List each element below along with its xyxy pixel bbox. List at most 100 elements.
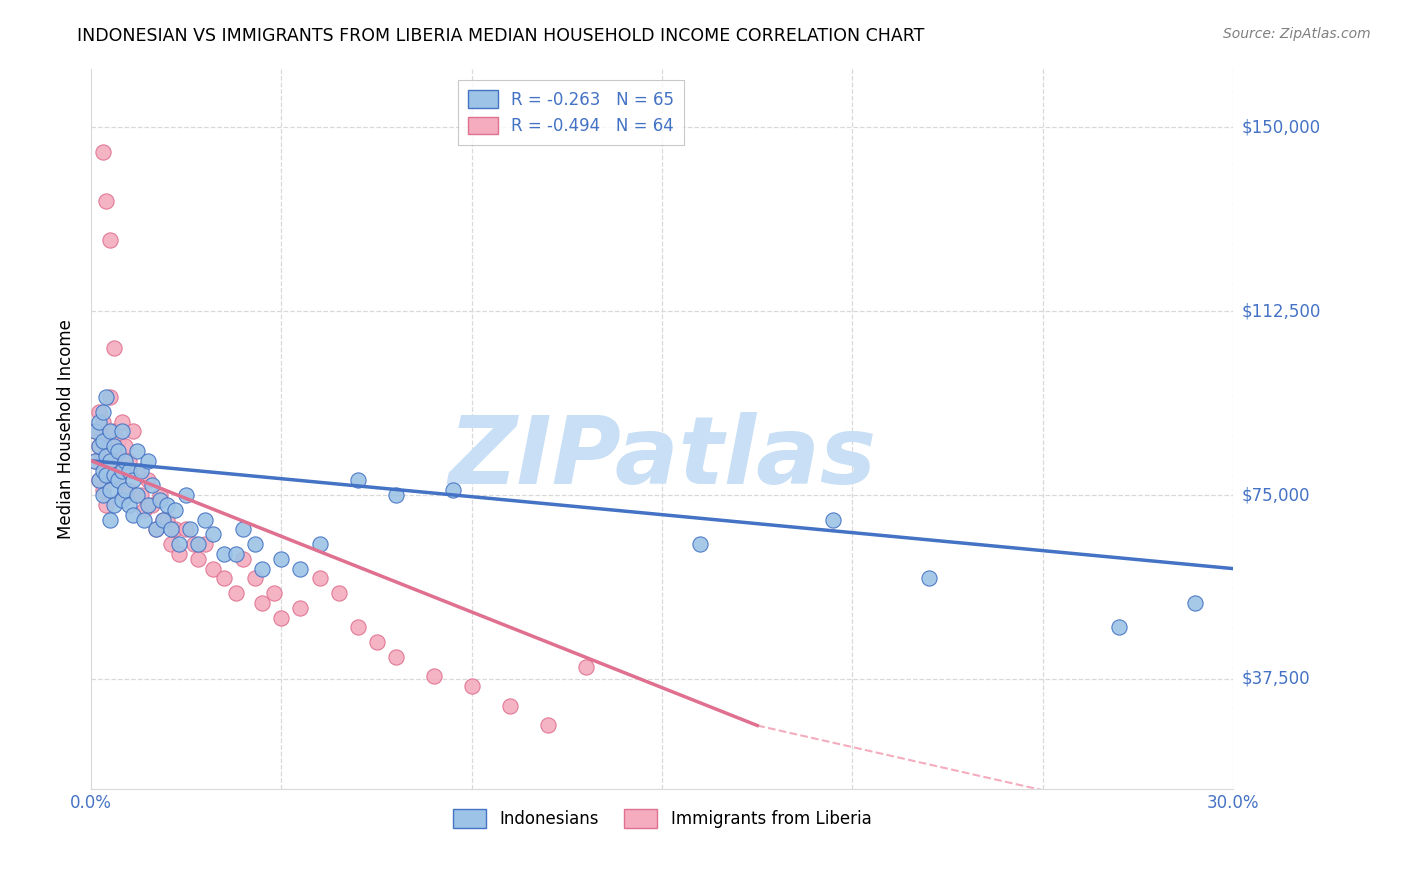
Point [110, 415, 132, 429]
Point [156, 512, 179, 526]
Point [214, 547, 236, 561]
Point [225, 547, 247, 561]
Point [917, 571, 939, 585]
Point [167, 537, 190, 551]
Point [114, 483, 136, 498]
Point [84, 425, 107, 439]
Point [136, 454, 159, 468]
Point [384, 488, 406, 502]
Point [118, 464, 141, 478]
Point [110, 454, 132, 468]
Text: $75,000: $75,000 [1241, 486, 1310, 504]
Point [87, 474, 110, 488]
Point [167, 547, 190, 561]
Point [98, 439, 121, 453]
Point [263, 586, 285, 600]
Point [125, 464, 148, 478]
Point [422, 669, 444, 683]
Point [129, 488, 152, 502]
Point [84, 425, 107, 439]
Point [187, 551, 209, 566]
Point [118, 454, 141, 468]
Point [125, 444, 148, 458]
Point [176, 488, 198, 502]
Point [98, 468, 121, 483]
Point [107, 444, 129, 458]
Point [125, 488, 148, 502]
Point [91, 464, 114, 478]
Point [122, 474, 145, 488]
Point [252, 561, 274, 575]
Point [152, 512, 174, 526]
Point [114, 454, 136, 468]
Point [270, 551, 292, 566]
Point [122, 425, 145, 439]
Text: Source: ZipAtlas.com: Source: ZipAtlas.com [1223, 27, 1371, 41]
Point [201, 561, 224, 575]
Text: ZIPatlas: ZIPatlas [449, 412, 876, 504]
Point [461, 679, 484, 693]
Point [823, 512, 845, 526]
Y-axis label: Median Household Income: Median Household Income [58, 319, 75, 539]
Point [96, 468, 118, 483]
Point [290, 561, 312, 575]
Point [163, 502, 186, 516]
Point [252, 596, 274, 610]
Point [91, 449, 114, 463]
Point [87, 439, 110, 453]
Point [160, 522, 183, 536]
Point [122, 508, 145, 522]
Point [96, 194, 118, 208]
Point [91, 415, 114, 429]
Point [91, 434, 114, 449]
Point [84, 454, 107, 468]
Text: $150,000: $150,000 [1241, 119, 1320, 136]
Point [183, 537, 205, 551]
Point [384, 649, 406, 664]
Point [243, 537, 266, 551]
Point [141, 478, 163, 492]
Point [103, 498, 125, 512]
Point [366, 635, 388, 649]
Point [87, 439, 110, 453]
Point [441, 483, 464, 498]
Point [187, 537, 209, 551]
Point [290, 600, 312, 615]
Point [214, 571, 236, 585]
Point [194, 537, 217, 551]
Point [91, 405, 114, 419]
Point [91, 488, 114, 502]
Point [201, 527, 224, 541]
Point [96, 449, 118, 463]
Point [110, 464, 132, 478]
Point [103, 468, 125, 483]
Point [145, 522, 167, 536]
Point [98, 233, 121, 247]
Point [232, 522, 254, 536]
Point [575, 659, 598, 673]
Text: INDONESIAN VS IMMIGRANTS FROM LIBERIA MEDIAN HOUSEHOLD INCOME CORRELATION CHART: INDONESIAN VS IMMIGRANTS FROM LIBERIA ME… [77, 27, 925, 45]
Point [176, 522, 198, 536]
Point [118, 498, 141, 512]
Point [96, 464, 118, 478]
Point [96, 429, 118, 443]
Point [103, 425, 125, 439]
Point [194, 512, 217, 526]
Point [103, 454, 125, 468]
Point [346, 474, 368, 488]
Point [179, 522, 201, 536]
Point [149, 492, 172, 507]
Point [103, 341, 125, 355]
Point [232, 551, 254, 566]
Point [96, 390, 118, 404]
Text: $112,500: $112,500 [1241, 302, 1320, 320]
Point [87, 474, 110, 488]
Point [689, 537, 711, 551]
Point [107, 474, 129, 488]
Legend: Indonesians, Immigrants from Liberia: Indonesians, Immigrants from Liberia [446, 803, 877, 835]
Point [308, 537, 330, 551]
Point [145, 522, 167, 536]
Point [98, 454, 121, 468]
Point [96, 498, 118, 512]
Point [308, 571, 330, 585]
